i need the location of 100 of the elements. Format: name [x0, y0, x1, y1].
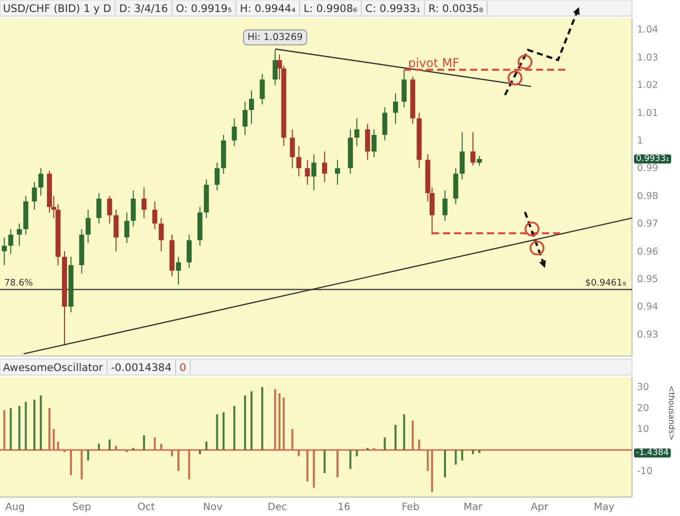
bar: [132, 448, 134, 450]
candlestick: [460, 132, 465, 180]
candlestick: [442, 190, 448, 222]
bar: [52, 429, 55, 450]
candlestick: [158, 218, 164, 252]
x-tick-label: Oct: [138, 502, 155, 514]
bar: [454, 450, 457, 465]
candlestick: [107, 195, 112, 224]
candlestick: [393, 92, 398, 124]
bar: [115, 446, 118, 450]
bar: [373, 448, 376, 450]
candlestick: [290, 128, 295, 169]
chart-title: USD/CHF (BID) 1 y D: [3, 3, 112, 15]
y-tick-label: 0.99: [637, 163, 658, 174]
text: -0.0014384: [110, 362, 172, 374]
bar: [444, 450, 446, 478]
candlestick: [16, 223, 22, 246]
bar: [222, 412, 225, 450]
y-tick-label: 30: [637, 382, 650, 394]
candlestick: [334, 159, 340, 186]
y-tick-label: 1.02: [637, 80, 658, 92]
candlestick: [2, 236, 7, 266]
y-tick-label: 1.03: [637, 52, 658, 64]
x-tick-label: 16: [338, 502, 350, 514]
bar: [324, 450, 326, 474]
y-tick-label: -10: [637, 466, 653, 478]
candlestick: [372, 128, 377, 158]
x-tick-label: Feb: [402, 502, 420, 514]
candlestick: [311, 154, 316, 191]
bar: [403, 414, 406, 450]
bar: [177, 450, 180, 471]
candlestick: [142, 187, 147, 219]
bar: [48, 408, 50, 450]
y-tick-label: 0.96: [637, 246, 658, 258]
bar: [278, 393, 280, 450]
bar: [143, 435, 146, 450]
bar: [349, 450, 352, 469]
bar: [282, 398, 285, 450]
bar: [250, 391, 253, 450]
text: 0.9933₁: [636, 154, 670, 164]
bar: [384, 437, 386, 450]
candlestick: [242, 101, 248, 136]
x-tick-label: May: [594, 502, 614, 514]
bar: [478, 450, 480, 454]
bar: [291, 429, 294, 450]
chart-title: AwesomeOscillator: [3, 362, 104, 374]
y-tick-label: 1.04: [637, 24, 658, 36]
bar: [261, 387, 264, 450]
x-tick-label: Mar: [463, 502, 484, 514]
text: L: 0.9908₆: [304, 3, 358, 15]
candlestick: [382, 106, 388, 141]
candlestick: [176, 256, 181, 286]
candlestick: [296, 145, 302, 177]
text: O: 0.9919₅: [176, 3, 232, 15]
candlestick: [124, 212, 130, 244]
x-tick-label: Dec: [268, 502, 287, 514]
bar: [87, 450, 90, 460]
y-tick-label: 1.01: [637, 108, 658, 119]
bar: [274, 389, 276, 450]
bar: [80, 450, 83, 480]
bar: [188, 450, 190, 480]
candlestick: [402, 70, 407, 108]
bar: [216, 414, 218, 450]
bar: [33, 400, 36, 450]
bar: [10, 408, 12, 450]
bar: [98, 444, 100, 450]
candlestick: [186, 234, 192, 268]
text: Hi: 1.03269: [248, 32, 303, 43]
y-tick-label: 1: [637, 135, 644, 146]
bar: [306, 450, 308, 482]
bar: [394, 424, 397, 450]
candlestick: [354, 118, 360, 146]
text: H: 0.9944₄: [240, 3, 296, 15]
y-tick-label: 10: [637, 424, 650, 436]
annotation: 78.6%: [4, 278, 34, 289]
bar: [198, 450, 201, 454]
candlestick: [214, 162, 220, 191]
bar: [3, 410, 6, 450]
candlestick: [249, 90, 254, 124]
bar: [312, 450, 315, 488]
candlestick: [96, 192, 102, 224]
text: -1.4384: [636, 448, 669, 458]
bar: [160, 444, 162, 450]
candlestick: [365, 123, 370, 160]
bar: [40, 395, 42, 450]
candlestick: [8, 228, 14, 255]
bar: [472, 450, 474, 454]
candlestick: [32, 182, 37, 210]
text: D: 3/4/16: [119, 3, 168, 15]
candlestick: [476, 155, 482, 166]
bar: [24, 402, 27, 450]
y-tick-label: 0.94: [637, 302, 658, 313]
x-tick-label: Nov: [203, 502, 223, 514]
bar: [366, 448, 369, 450]
text: C: 0.9933₁: [365, 3, 420, 15]
bar: [412, 420, 414, 450]
bar: [170, 450, 173, 456]
ref-line-label: $0.9461₉: [585, 278, 626, 289]
bar: [205, 442, 208, 450]
bar: [418, 440, 420, 450]
